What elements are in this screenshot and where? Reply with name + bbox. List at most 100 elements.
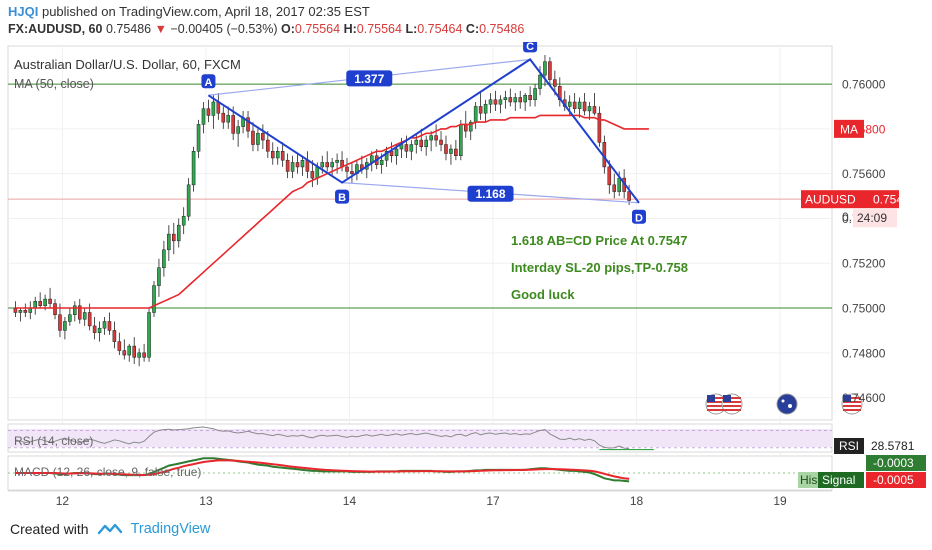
candle[interactable] bbox=[270, 142, 275, 165]
candle[interactable] bbox=[295, 153, 300, 174]
candle[interactable] bbox=[53, 299, 57, 320]
candle[interactable] bbox=[325, 151, 329, 172]
candle[interactable] bbox=[518, 90, 523, 109]
candle[interactable] bbox=[488, 93, 493, 114]
ratio-label[interactable]: 1.168 bbox=[467, 185, 514, 202]
us-flag-icon[interactable] bbox=[721, 393, 743, 415]
candle[interactable] bbox=[350, 162, 354, 183]
candle[interactable] bbox=[196, 119, 201, 158]
candle[interactable] bbox=[503, 90, 508, 109]
candle[interactable] bbox=[186, 178, 191, 221]
candle[interactable] bbox=[449, 144, 453, 165]
candle[interactable] bbox=[572, 93, 577, 114]
candle[interactable] bbox=[92, 316, 97, 340]
candle[interactable] bbox=[181, 207, 186, 235]
candle[interactable] bbox=[275, 146, 280, 165]
candle[interactable] bbox=[528, 86, 532, 107]
us-flag-icon[interactable] bbox=[841, 393, 863, 415]
candle[interactable] bbox=[68, 308, 72, 326]
candle[interactable] bbox=[508, 88, 513, 107]
candle[interactable] bbox=[285, 153, 290, 179]
candle[interactable] bbox=[112, 321, 117, 349]
candle[interactable] bbox=[226, 106, 231, 129]
price-chart[interactable]: A B C D 1.377 1.168 Australian Dollar/U.S. Do… bbox=[0, 42, 932, 550]
candle[interactable] bbox=[97, 321, 102, 342]
candle[interactable] bbox=[157, 258, 161, 297]
candle[interactable] bbox=[429, 131, 433, 152]
candle[interactable] bbox=[444, 135, 448, 161]
candle[interactable] bbox=[498, 95, 503, 114]
candle[interactable] bbox=[424, 135, 428, 156]
candle[interactable] bbox=[409, 140, 414, 161]
candle[interactable] bbox=[172, 222, 176, 255]
pattern-point-d[interactable]: D bbox=[631, 209, 646, 225]
main-pane[interactable] bbox=[7, 45, 833, 421]
candle[interactable] bbox=[63, 316, 67, 340]
candle[interactable] bbox=[176, 218, 181, 248]
candle[interactable] bbox=[142, 343, 146, 362]
candle[interactable] bbox=[300, 155, 305, 176]
candle[interactable] bbox=[280, 142, 285, 167]
candle[interactable] bbox=[261, 124, 265, 150]
candle[interactable] bbox=[543, 54, 547, 87]
candle[interactable] bbox=[246, 110, 250, 138]
candle[interactable] bbox=[167, 225, 171, 261]
candle[interactable] bbox=[597, 106, 602, 147]
candle[interactable] bbox=[607, 160, 612, 194]
candle[interactable] bbox=[592, 93, 597, 116]
candle[interactable] bbox=[454, 140, 458, 161]
candle[interactable] bbox=[251, 122, 255, 152]
candle[interactable] bbox=[330, 157, 334, 176]
abcd-legs[interactable] bbox=[207, 58, 640, 204]
pattern-point-b[interactable]: B bbox=[335, 189, 350, 205]
candle[interactable] bbox=[513, 93, 518, 111]
candle[interactable] bbox=[236, 119, 240, 147]
candle[interactable] bbox=[191, 146, 196, 192]
candle[interactable] bbox=[38, 292, 42, 309]
candle[interactable] bbox=[493, 90, 498, 111]
candle[interactable] bbox=[162, 240, 166, 277]
candle[interactable] bbox=[18, 308, 23, 322]
candle[interactable] bbox=[384, 146, 389, 167]
candle[interactable] bbox=[434, 124, 438, 147]
candle[interactable] bbox=[533, 84, 537, 107]
candle[interactable] bbox=[211, 95, 216, 129]
candle[interactable] bbox=[127, 343, 132, 362]
australia-flag-icon[interactable] bbox=[776, 393, 798, 415]
candle[interactable] bbox=[221, 106, 226, 129]
candle[interactable] bbox=[310, 160, 315, 188]
candle[interactable] bbox=[48, 287, 52, 309]
candle[interactable] bbox=[582, 93, 587, 116]
candle[interactable] bbox=[345, 157, 349, 179]
candle[interactable] bbox=[419, 128, 424, 152]
pattern-point-a[interactable]: A bbox=[201, 74, 216, 89]
candle[interactable] bbox=[58, 303, 62, 338]
candle[interactable] bbox=[201, 101, 206, 134]
candle[interactable] bbox=[577, 97, 582, 118]
candle[interactable] bbox=[523, 93, 527, 111]
candle[interactable] bbox=[82, 308, 87, 326]
us-flag-icon[interactable] bbox=[705, 393, 727, 415]
candle[interactable] bbox=[459, 119, 463, 161]
candle[interactable] bbox=[414, 133, 419, 154]
candle[interactable] bbox=[468, 119, 473, 141]
candle[interactable] bbox=[206, 99, 211, 123]
candle[interactable] bbox=[256, 128, 260, 152]
candle[interactable] bbox=[122, 339, 127, 360]
candle[interactable] bbox=[612, 173, 617, 199]
tradingview-brand[interactable]: TradingView bbox=[130, 521, 211, 537]
ratio-label[interactable]: 1.377 bbox=[346, 70, 393, 87]
candle[interactable] bbox=[137, 348, 141, 367]
candle[interactable] bbox=[117, 332, 122, 356]
author-name[interactable]: HJQI bbox=[8, 4, 39, 19]
pattern-point-c[interactable]: C bbox=[523, 42, 538, 53]
candle[interactable] bbox=[266, 131, 270, 158]
candle[interactable] bbox=[73, 301, 77, 322]
candle[interactable] bbox=[483, 99, 488, 123]
candle[interactable] bbox=[107, 312, 112, 335]
candle[interactable] bbox=[77, 299, 82, 324]
candle[interactable] bbox=[132, 337, 136, 365]
candle[interactable] bbox=[439, 131, 443, 152]
candle[interactable] bbox=[23, 303, 28, 317]
candle[interactable] bbox=[548, 57, 552, 85]
